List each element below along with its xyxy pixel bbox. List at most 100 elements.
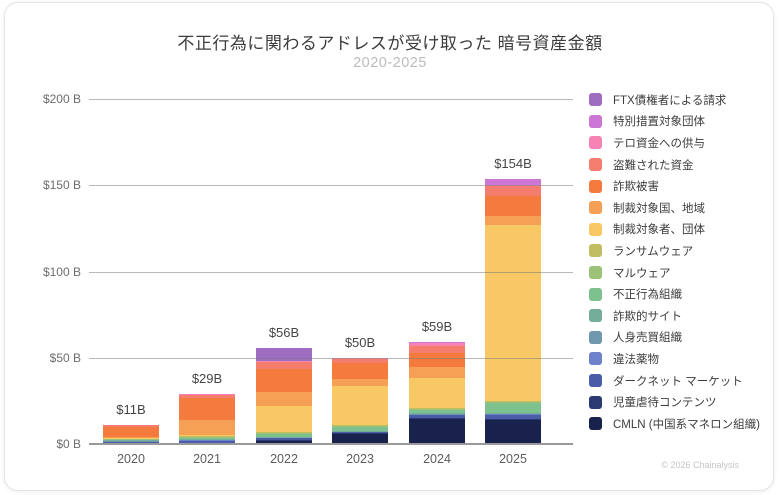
bar-segment[interactable] bbox=[485, 415, 541, 420]
legend-item[interactable]: ダークネット マーケット bbox=[589, 370, 760, 392]
bar-segment[interactable] bbox=[103, 438, 159, 440]
bar-segment[interactable] bbox=[103, 441, 159, 444]
bar-segment[interactable] bbox=[179, 436, 235, 439]
bar-segment[interactable] bbox=[485, 419, 541, 421]
bar-segment[interactable] bbox=[179, 420, 235, 435]
legend-item[interactable]: 詐欺被害 bbox=[589, 175, 760, 197]
x-axis-tick-label: 2020 bbox=[117, 452, 145, 466]
bar-segment[interactable] bbox=[332, 425, 388, 427]
legend-item[interactable]: ランサムウェア bbox=[589, 240, 760, 262]
bar-segment[interactable] bbox=[332, 385, 388, 425]
bar-segment[interactable] bbox=[409, 415, 465, 418]
bar-segment[interactable] bbox=[179, 436, 235, 438]
legend-item[interactable]: FTX債権者による請求 bbox=[589, 89, 760, 111]
legend-label: CMLN (中国系マネロン組織) bbox=[613, 418, 760, 431]
bar-segment[interactable] bbox=[103, 436, 159, 438]
bar-segment[interactable] bbox=[103, 438, 159, 440]
bar-segment[interactable] bbox=[332, 425, 388, 431]
bar-segment[interactable] bbox=[256, 348, 312, 362]
bar-segment[interactable] bbox=[256, 432, 312, 437]
bar-segment[interactable] bbox=[256, 392, 312, 407]
legend: FTX債権者による請求 特別措置対象団体 テロ資金への供与 盗難された資金 詐欺被害 制裁… bbox=[589, 89, 760, 435]
bar-segment[interactable] bbox=[256, 361, 312, 363]
bar-segment[interactable] bbox=[256, 432, 312, 434]
bar-segment[interactable] bbox=[485, 184, 541, 186]
legend-label: 制裁対象者、団体 bbox=[613, 224, 705, 237]
bar-segment[interactable] bbox=[332, 357, 388, 363]
legend-item[interactable]: 特別措置対象団体 bbox=[589, 111, 760, 133]
bar-total-label: $50B bbox=[344, 334, 376, 350]
bar-segment[interactable] bbox=[485, 185, 541, 196]
bar-segment[interactable] bbox=[179, 435, 235, 437]
legend-item[interactable]: マルウェア bbox=[589, 262, 760, 284]
bar-segment[interactable] bbox=[179, 440, 235, 444]
bar-segment[interactable] bbox=[256, 437, 312, 441]
y-axis-tick-label: $150 B bbox=[42, 178, 81, 193]
bar-segment[interactable] bbox=[103, 424, 159, 427]
bar-segment[interactable] bbox=[332, 430, 388, 432]
bar-segment[interactable] bbox=[409, 342, 465, 344]
bar-segment[interactable] bbox=[409, 408, 465, 414]
bar-segment[interactable] bbox=[332, 433, 388, 444]
bar-segment[interactable] bbox=[332, 431, 388, 434]
bar-segment[interactable] bbox=[409, 343, 465, 346]
legend-item[interactable]: 不正行為組織 bbox=[589, 283, 760, 305]
bar-segment[interactable] bbox=[485, 179, 541, 185]
legend-swatch-icon bbox=[589, 330, 602, 344]
bar-segment[interactable] bbox=[179, 439, 235, 441]
bar-segment[interactable] bbox=[485, 401, 541, 403]
legend-item[interactable]: テロ資金への供与 bbox=[589, 132, 760, 154]
bar-segment[interactable] bbox=[179, 438, 235, 440]
bar-segment[interactable] bbox=[256, 440, 312, 442]
bar-segment[interactable] bbox=[485, 225, 541, 402]
x-axis-tick-label: 2021 bbox=[193, 452, 221, 466]
bar-segment[interactable] bbox=[409, 417, 465, 419]
bar-segment[interactable] bbox=[409, 367, 465, 378]
bar-segment[interactable] bbox=[409, 352, 465, 368]
bar-segment[interactable] bbox=[409, 407, 465, 409]
bar-segment[interactable] bbox=[179, 397, 235, 421]
bar-segment[interactable] bbox=[409, 418, 465, 444]
bar-segment[interactable] bbox=[256, 436, 312, 438]
legend-item[interactable]: 違法薬物 bbox=[589, 348, 760, 370]
bar-segment[interactable] bbox=[256, 437, 312, 439]
bar-segment[interactable] bbox=[179, 434, 235, 436]
legend-item[interactable]: 児童虐待コンテンツ bbox=[589, 391, 760, 413]
bar-segment[interactable] bbox=[485, 419, 541, 444]
bar-segment[interactable] bbox=[409, 408, 465, 410]
legend-item[interactable]: 人身売買組織 bbox=[589, 327, 760, 349]
legend-item[interactable]: 詐欺的サイト bbox=[589, 305, 760, 327]
legend-swatch-icon bbox=[589, 395, 602, 409]
bar-segment[interactable] bbox=[485, 402, 541, 413]
bar-segment[interactable] bbox=[256, 440, 312, 444]
bar-segment[interactable] bbox=[179, 393, 235, 395]
y-axis-tick-label: $0 B bbox=[56, 437, 81, 451]
legend-item[interactable]: 制裁対象者、団体 bbox=[589, 219, 760, 241]
bar-segment[interactable] bbox=[103, 440, 159, 442]
bar-segment[interactable] bbox=[103, 426, 159, 437]
legend-item[interactable]: 盗難された資金 bbox=[589, 154, 760, 176]
bar-segment[interactable] bbox=[485, 401, 541, 403]
legend-item[interactable]: 制裁対象国、地域 bbox=[589, 197, 760, 219]
bar-segment[interactable] bbox=[332, 362, 388, 379]
bar-segment[interactable] bbox=[485, 413, 541, 415]
bar-segment[interactable] bbox=[409, 345, 465, 353]
bar-segment[interactable] bbox=[409, 413, 465, 415]
bar-segment[interactable] bbox=[485, 216, 541, 226]
bar-segment[interactable] bbox=[256, 406, 312, 432]
y-axis-tick-label: $200 B bbox=[42, 92, 81, 106]
bar-segment[interactable] bbox=[179, 393, 235, 398]
bar-segment[interactable] bbox=[256, 361, 312, 369]
bar-segment[interactable] bbox=[409, 413, 465, 415]
bar-segment[interactable] bbox=[485, 412, 541, 414]
bar-segment[interactable] bbox=[332, 424, 388, 426]
bar-segment[interactable] bbox=[485, 195, 541, 217]
bar-segment[interactable] bbox=[332, 433, 388, 435]
bar-segment[interactable] bbox=[332, 431, 388, 433]
bar-segment[interactable] bbox=[256, 431, 312, 433]
bar-segment[interactable] bbox=[103, 437, 159, 439]
bar-segment[interactable] bbox=[256, 368, 312, 393]
legend-item[interactable]: CMLN (中国系マネロン組織) bbox=[589, 413, 760, 435]
bar-segment[interactable] bbox=[409, 377, 465, 408]
bar-segment[interactable] bbox=[332, 378, 388, 386]
